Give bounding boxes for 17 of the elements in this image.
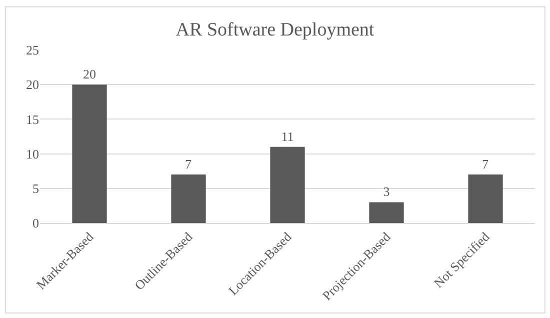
bar bbox=[72, 84, 107, 223]
bar bbox=[171, 174, 206, 223]
y-tick-label: 0 bbox=[32, 216, 39, 231]
data-label: 7 bbox=[482, 156, 490, 172]
y-tick-label: 20 bbox=[26, 77, 39, 92]
bar bbox=[369, 202, 404, 223]
y-tick-label: 5 bbox=[32, 180, 39, 196]
bar bbox=[270, 146, 305, 223]
y-tick-label: 10 bbox=[26, 146, 39, 162]
data-label: 20 bbox=[83, 66, 96, 82]
chart-title: AR Software Deployment bbox=[176, 20, 375, 41]
y-tick-label: 25 bbox=[26, 42, 39, 58]
data-label: 11 bbox=[281, 128, 294, 144]
y-tick-label: 15 bbox=[26, 112, 39, 127]
bar bbox=[468, 174, 503, 223]
data-label: 7 bbox=[185, 156, 192, 172]
data-label: 3 bbox=[383, 184, 390, 200]
